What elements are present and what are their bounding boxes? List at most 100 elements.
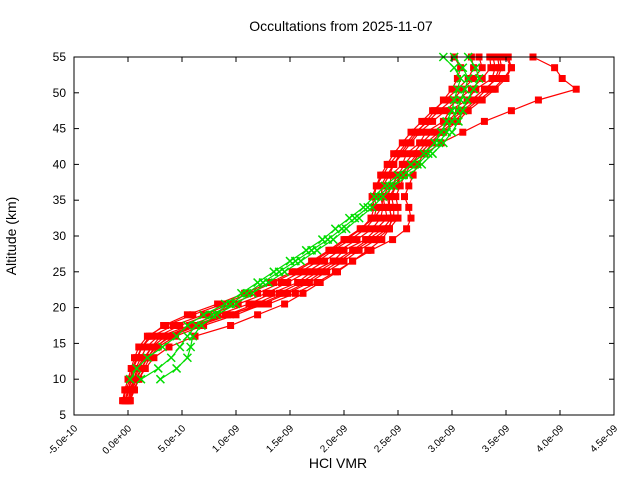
data-point-square [189,322,197,329]
data-point-cross [253,278,263,288]
data-point-square [297,279,305,286]
data-point-square [367,214,375,222]
data-point-cross [380,181,390,191]
data-point-square [429,139,437,147]
data-point-cross [393,170,403,180]
red-profile-7 [122,53,465,405]
data-point-cross [453,116,464,126]
data-point-cross [136,374,146,384]
data-point-cross [449,63,459,73]
data-point-square [165,343,173,351]
data-point-square [394,214,402,222]
data-point-square [162,332,170,340]
data-point-square [119,397,127,405]
data-point-square [455,107,462,115]
data-point-cross [312,245,322,255]
data-point-square [256,300,264,308]
data-point-square [299,289,307,297]
data-point-square [551,64,559,72]
x-tick-label: 5.0e-10 [156,423,188,455]
x-tick-label: 3.0e-09 [426,423,458,455]
data-point-cross [172,331,182,341]
data-point-square [442,96,449,104]
green-profile-3 [125,52,466,384]
data-point-square [353,236,361,244]
data-point-square [314,268,322,276]
data-point-cross [166,353,176,363]
data-point-square [396,150,404,158]
data-point-square [331,257,339,265]
red-profile-4 [126,53,503,405]
data-point-square [478,64,486,72]
data-point-cross [341,224,351,234]
data-point-square [422,139,430,147]
data-point-square [349,246,357,254]
data-point-square [126,386,134,394]
data-point-square [135,365,143,372]
data-point-cross [172,363,182,373]
data-point-square [534,96,542,104]
red-profile-7-line [125,56,462,401]
data-point-square [336,257,344,265]
data-point-square [378,236,386,244]
data-point-cross [462,95,472,105]
data-point-square [418,139,426,147]
data-point-square [453,75,461,82]
data-point-square [318,268,326,276]
data-point-cross [358,202,368,212]
red-profile-10 [119,53,478,405]
data-point-square [491,64,499,72]
data-point-square [498,64,506,72]
data-point-square [221,311,229,319]
data-point-square [308,268,316,276]
data-point-square [478,96,486,104]
data-point-square [135,343,143,351]
data-point-square [413,150,421,158]
data-point-cross [430,138,440,148]
data-point-square [245,300,253,308]
data-point-square [340,257,348,265]
data-point-square [405,160,413,168]
data-point-square [264,300,272,308]
data-point-square [251,300,259,308]
data-point-square [124,397,132,405]
data-point-square [383,225,391,233]
data-point-cross [428,149,438,159]
data-point-cross [367,202,377,212]
data-point-square [413,128,421,136]
data-point-cross [285,256,295,266]
x-tick-label: 0.0e+00 [101,423,135,457]
data-point-square [262,289,270,297]
data-point-square [383,160,391,168]
data-series-layer [119,52,580,405]
data-point-cross [188,331,198,341]
data-point-square [342,236,350,244]
data-point-cross [301,245,311,255]
data-point-square [205,311,213,319]
y-tick-label: 20 [53,301,67,315]
data-point-square [401,193,408,201]
data-point-square [394,203,402,211]
data-point-square [418,117,426,125]
data-point-cross [196,320,206,331]
y-tick-label: 15 [53,336,67,350]
data-point-square [270,279,278,286]
x-tick-label: -5.0e-10 [46,423,80,457]
data-point-square [281,289,289,297]
data-point-square [379,203,387,211]
data-point-square [403,225,411,233]
data-point-cross [417,159,427,169]
data-point-square [281,300,289,308]
data-point-square [368,236,376,244]
data-point-cross [269,267,279,277]
data-point-cross [447,127,457,137]
x-tick-label: 1.5e-09 [264,423,296,455]
data-point-square [389,236,397,244]
data-point-square [390,150,398,158]
data-point-square [439,128,447,136]
data-point-cross [404,170,414,180]
data-point-cross [220,299,230,309]
data-point-square [405,203,413,211]
red-profile-3 [120,53,486,405]
data-point-square [302,279,310,286]
